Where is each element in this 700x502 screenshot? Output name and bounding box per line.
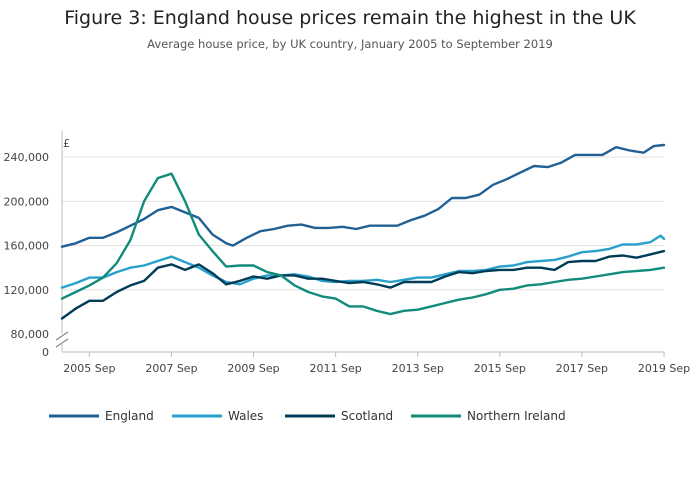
y-tick-label: 200,000 (4, 195, 50, 208)
y-tick-label: 240,000 (4, 151, 50, 164)
x-tick-label: 2013 Sep (392, 362, 444, 375)
x-tick-label: 2017 Sep (556, 362, 608, 375)
series-line-wales (60, 234, 666, 289)
legend-label-northern-ireland: Northern Ireland (467, 409, 566, 423)
legend: England Wales Scotland Northern Ireland (49, 409, 566, 423)
chart-subtitle: Average house price, by UK country, Janu… (147, 37, 553, 51)
chart-title: Figure 3: England house prices remain th… (64, 7, 636, 29)
series-line-scotland (60, 249, 666, 320)
x-tick-label: 2019 Sep (638, 362, 690, 375)
series-line-northern-ireland (60, 172, 666, 316)
x-tick-label: 2009 Sep (227, 362, 279, 375)
series-lines (60, 143, 666, 320)
legend-label-wales: Wales (228, 409, 263, 423)
gridlines (62, 156, 664, 291)
x-tick-label: 2005 Sep (63, 362, 115, 375)
x-tick-label: 2007 Sep (145, 362, 197, 375)
y-tick-label: 160,000 (4, 240, 50, 253)
y-zero-label: 0 (42, 346, 49, 359)
axes: £80,000 120,000 160,000 200,000 240,000 0 2005… (4, 131, 690, 375)
axis-break-mark (55, 331, 69, 348)
y-tick-label: 120,000 (4, 284, 50, 297)
legend-label-england: England (105, 409, 154, 423)
y-tick-label: 80,000 (11, 328, 50, 341)
y-unit-label: £ (63, 137, 70, 150)
x-tick-label: 2011 Sep (310, 362, 362, 375)
series-line-england (60, 143, 666, 248)
legend-label-scotland: Scotland (341, 409, 393, 423)
x-tick-label: 2015 Sep (474, 362, 526, 375)
